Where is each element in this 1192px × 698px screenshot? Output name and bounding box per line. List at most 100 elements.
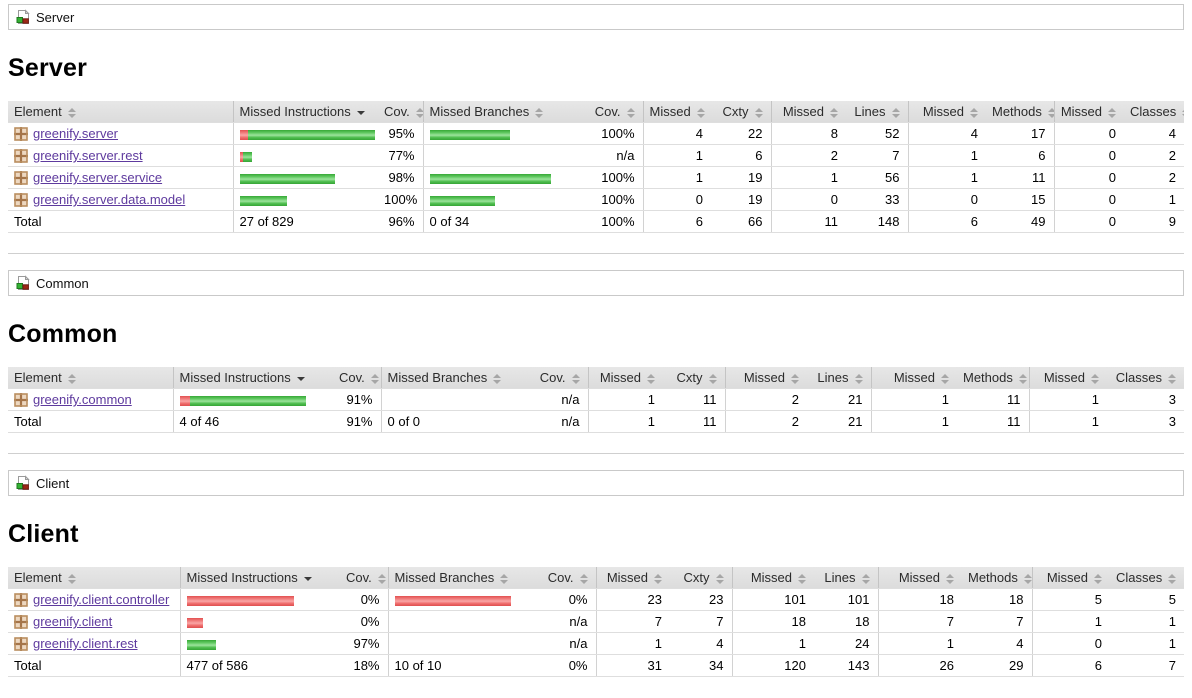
package-icon <box>14 393 28 407</box>
col-header-cov-branches[interactable]: Cov. <box>531 367 589 389</box>
col-header-element[interactable]: Element <box>8 101 234 123</box>
col-header-methods[interactable]: Methods <box>957 367 1030 389</box>
col-header-classes[interactable]: Classes <box>1107 367 1184 389</box>
col-header-cov-branches[interactable]: Cov. <box>578 101 644 123</box>
coverage-table: Element Missed Instructions Cov. Missed … <box>8 101 1184 233</box>
col-header-lines[interactable]: Lines <box>846 101 909 123</box>
sort-icon <box>861 573 870 584</box>
sort-icon <box>377 573 386 584</box>
col-header-missed-cxty[interactable]: Missed <box>643 101 711 123</box>
col-header-label: Lines <box>817 370 849 385</box>
total-missed-branches: 10 of 10 <box>388 654 540 677</box>
col-header-classes[interactable]: Classes <box>1110 567 1184 589</box>
col-header-label: Classes <box>1130 104 1177 119</box>
col-header-label: Classes <box>1116 570 1163 585</box>
col-header-missed-instructions[interactable]: Missed Instructions <box>173 367 333 389</box>
missed-cxty: 1 <box>643 144 711 167</box>
package-link[interactable]: greenify.server.service <box>33 170 163 185</box>
methods: 15 <box>986 188 1055 211</box>
missed-cxty: 7 <box>596 610 670 633</box>
total-missed-lines: 11 <box>771 210 846 233</box>
col-header-missed-lines[interactable]: Missed <box>771 101 846 123</box>
sort-icon <box>370 373 379 384</box>
col-header-classes[interactable]: Classes <box>1124 101 1184 123</box>
sort-icon <box>970 107 978 118</box>
sort-icon <box>535 107 544 118</box>
instructions-coverage-bar <box>239 173 335 184</box>
package-link[interactable]: greenify.common <box>33 392 132 407</box>
col-header-missed-classes[interactable]: Missed <box>1054 101 1124 123</box>
col-header-lines[interactable]: Lines <box>807 367 872 389</box>
sort-icon <box>1182 107 1184 118</box>
total-missed-branches: 0 of 34 <box>423 210 578 233</box>
col-header-missed-lines[interactable]: Missed <box>732 567 814 589</box>
package-link[interactable]: greenify.client.controller <box>33 592 170 607</box>
missed-methods: 7 <box>878 610 962 633</box>
section-divider <box>8 253 1184 254</box>
col-header-label: Missed <box>743 370 785 385</box>
package-link[interactable]: greenify.server.data.model <box>33 192 186 207</box>
breadcrumb: Server <box>8 4 1184 30</box>
col-header-missed-branches[interactable]: Missed Branches <box>381 367 531 389</box>
col-header-label: Missed <box>893 370 935 385</box>
coverage-table: Element Missed Instructions Cov. Missed … <box>8 367 1184 433</box>
report-group-icon <box>15 9 31 25</box>
col-header-missed-lines[interactable]: Missed <box>725 367 807 389</box>
missed-methods: 4 <box>908 122 986 145</box>
col-header-label: Element <box>14 370 62 385</box>
missed-lines: 101 <box>732 588 814 611</box>
section-title: Common <box>8 320 118 348</box>
lines: 52 <box>846 122 909 145</box>
col-header-lines[interactable]: Lines <box>814 567 879 589</box>
report-group-icon <box>15 275 31 291</box>
classes: 4 <box>1124 122 1184 145</box>
col-header-cov-instructions[interactable]: Cov. <box>333 367 382 389</box>
col-header-missed-branches[interactable]: Missed Branches <box>423 101 578 123</box>
sort-icon <box>754 107 763 118</box>
col-header-element[interactable]: Element <box>8 367 174 389</box>
branches-coverage-pct: 100% <box>578 122 644 145</box>
col-header-label: Cxty <box>683 570 710 585</box>
sort-icon <box>708 373 717 384</box>
col-header-missed-instructions[interactable]: Missed Instructions <box>180 567 340 589</box>
col-header-missed-cxty[interactable]: Missed <box>596 567 670 589</box>
classes: 1 <box>1110 610 1184 633</box>
col-header-missed-methods[interactable]: Missed <box>908 101 986 123</box>
col-header-missed-methods[interactable]: Missed <box>878 567 962 589</box>
sort-desc-icon <box>356 110 365 115</box>
package-link[interactable]: greenify.server <box>33 126 119 141</box>
package-link[interactable]: greenify.client.rest <box>33 636 138 651</box>
col-header-missed-branches[interactable]: Missed Branches <box>388 567 540 589</box>
col-header-label: Missed <box>898 570 940 585</box>
package-link[interactable]: greenify.client <box>33 614 113 629</box>
col-header-cov-instructions[interactable]: Cov. <box>340 567 389 589</box>
col-header-cov-instructions[interactable]: Cov. <box>378 101 424 123</box>
col-header-cxty[interactable]: Cxty <box>663 367 726 389</box>
sort-icon <box>1168 373 1176 384</box>
breadcrumb-label: Common <box>36 275 89 291</box>
col-header-missed-instructions[interactable]: Missed Instructions <box>233 101 378 123</box>
sort-icon <box>626 107 635 118</box>
table-row: greenify.server.data.model 100% 100% 0 1… <box>8 188 1184 211</box>
col-header-missed-classes[interactable]: Missed <box>1029 367 1107 389</box>
package-link[interactable]: greenify.server.rest <box>33 148 143 163</box>
classes: 1 <box>1110 632 1184 655</box>
col-header-label: Missed <box>782 104 824 119</box>
col-header-label: Element <box>14 104 62 119</box>
col-header-missed-methods[interactable]: Missed <box>871 367 957 389</box>
sort-icon <box>941 373 949 384</box>
col-header-cov-branches[interactable]: Cov. <box>540 567 597 589</box>
col-header-cxty[interactable]: Cxty <box>670 567 733 589</box>
col-header-label: Missed <box>1043 370 1085 385</box>
total-branches-cov: 100% <box>578 210 644 233</box>
col-header-element[interactable]: Element <box>8 567 181 589</box>
col-header-missed-cxty[interactable]: Missed <box>588 367 663 389</box>
col-header-cxty[interactable]: Cxty <box>711 101 772 123</box>
col-header-methods[interactable]: Methods <box>962 567 1033 589</box>
col-header-missed-classes[interactable]: Missed <box>1032 567 1110 589</box>
col-header-label: Cov. <box>384 104 410 119</box>
sort-icon <box>67 373 76 384</box>
col-header-methods[interactable]: Methods <box>986 101 1055 123</box>
sort-desc-icon <box>303 576 312 581</box>
instructions-coverage-pct: 0% <box>340 588 389 611</box>
